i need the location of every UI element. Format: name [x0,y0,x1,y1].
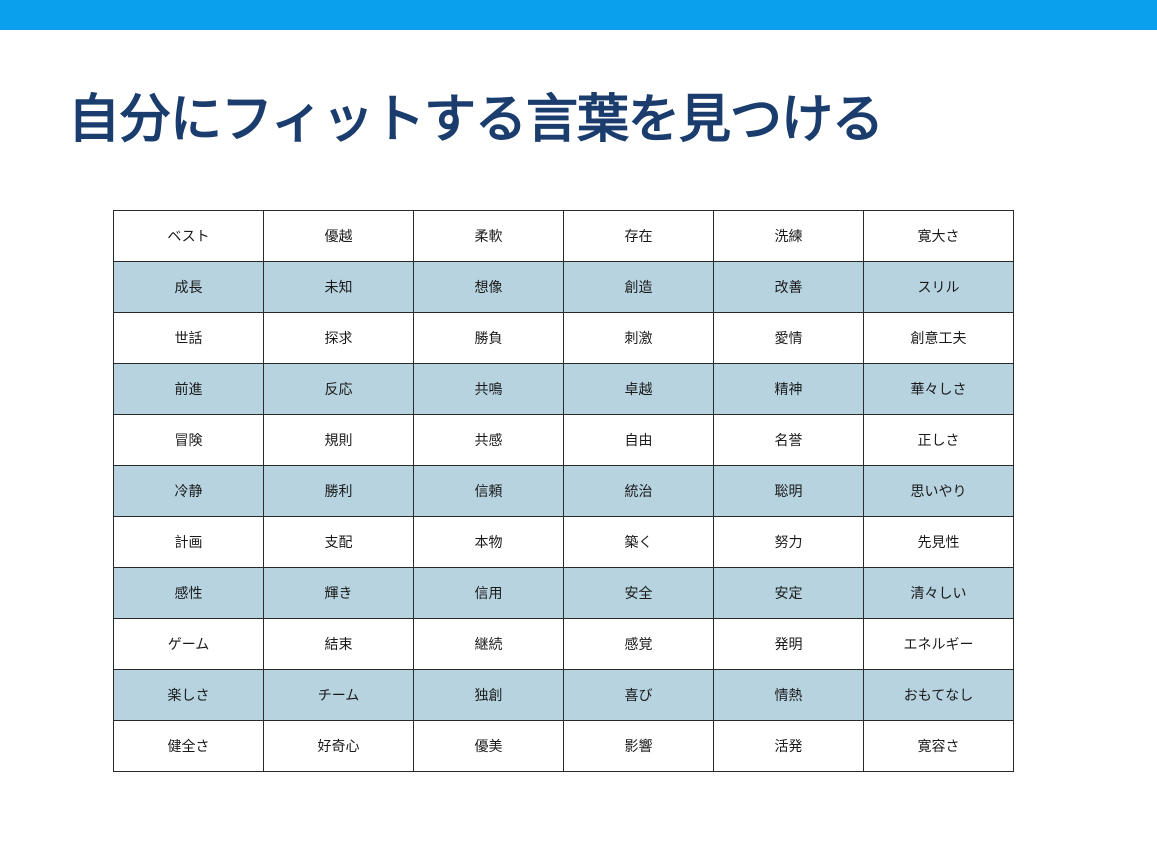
word-cell: 優越 [263,210,414,262]
word-cell: 前進 [113,363,264,415]
word-cell: ベスト [113,210,264,262]
word-cell: 喜び [563,669,714,721]
word-cell: 想像 [413,261,564,313]
top-accent-bar [0,0,1157,30]
table-row: 楽しさ チーム 独創 喜び 情熱 おもてなし [113,669,1014,721]
word-cell: チーム [263,669,414,721]
word-table-body: ベスト 優越 柔軟 存在 洗練 寛大さ 成長 未知 想像 創造 改善 スリル 世話 探求 勝負 刺激 愛情 創意工… [113,210,1014,772]
table-row: 成長 未知 想像 創造 改善 スリル [113,261,1014,313]
word-cell: 創造 [563,261,714,313]
word-cell: 勝負 [413,312,564,364]
table-row: 感性 輝き 信用 安全 安定 清々しい [113,567,1014,619]
word-cell: 自由 [563,414,714,466]
word-cell: 創意工夫 [863,312,1014,364]
word-cell: エネルギー [863,618,1014,670]
table-row: ゲーム 結束 継続 感覚 発明 エネルギー [113,618,1014,670]
table-row: 冒険 規則 共感 自由 名誉 正しさ [113,414,1014,466]
word-cell: 感覚 [563,618,714,670]
table-row: 計画 支配 本物 築く 努力 先見性 [113,516,1014,568]
word-cell: 寛容さ [863,720,1014,772]
table-row: 冷静 勝利 信頼 統治 聡明 思いやり [113,465,1014,517]
word-cell: 正しさ [863,414,1014,466]
word-cell: 改善 [713,261,864,313]
word-cell: 存在 [563,210,714,262]
word-cell: 愛情 [713,312,864,364]
word-cell: 楽しさ [113,669,264,721]
word-cell: 先見性 [863,516,1014,568]
word-cell: 継続 [413,618,564,670]
table-row: 前進 反応 共鳴 卓越 精神 華々しさ [113,363,1014,415]
word-cell: 感性 [113,567,264,619]
word-cell: 寛大さ [863,210,1014,262]
word-cell: 安定 [713,567,864,619]
word-cell: 優美 [413,720,564,772]
word-cell: 成長 [113,261,264,313]
word-cell: スリル [863,261,1014,313]
word-cell: 柔軟 [413,210,564,262]
word-cell: 活発 [713,720,864,772]
word-cell: 探求 [263,312,414,364]
word-cell: 独創 [413,669,564,721]
word-cell: 勝利 [263,465,414,517]
word-cell: ゲーム [113,618,264,670]
word-cell: 影響 [563,720,714,772]
word-cell: 共感 [413,414,564,466]
word-cell: 世話 [113,312,264,364]
table-row: ベスト 優越 柔軟 存在 洗練 寛大さ [113,210,1014,262]
word-cell: 発明 [713,618,864,670]
word-cell: 築く [563,516,714,568]
word-cell: 名誉 [713,414,864,466]
word-cell: 信用 [413,567,564,619]
word-cell: 輝き [263,567,414,619]
word-cell: 共鳴 [413,363,564,415]
word-cell: 冷静 [113,465,264,517]
word-cell: 華々しさ [863,363,1014,415]
word-cell: 清々しい [863,567,1014,619]
word-cell: 統治 [563,465,714,517]
word-cell: 卓越 [563,363,714,415]
word-cell: 洗練 [713,210,864,262]
word-cell: おもてなし [863,669,1014,721]
word-cell: 安全 [563,567,714,619]
table-row: 世話 探求 勝負 刺激 愛情 創意工夫 [113,312,1014,364]
word-cell: 思いやり [863,465,1014,517]
word-cell: 努力 [713,516,864,568]
table-row: 健全さ 好奇心 優美 影響 活発 寛容さ [113,720,1014,772]
word-table: ベスト 優越 柔軟 存在 洗練 寛大さ 成長 未知 想像 創造 改善 スリル 世話 探求 勝負 刺激 愛情 創意工… [113,210,1014,772]
word-cell: 冒険 [113,414,264,466]
word-cell: 好奇心 [263,720,414,772]
word-cell: 反応 [263,363,414,415]
word-cell: 計画 [113,516,264,568]
word-cell: 健全さ [113,720,264,772]
word-cell: 刺激 [563,312,714,364]
word-cell: 結束 [263,618,414,670]
word-cell: 聡明 [713,465,864,517]
word-cell: 情熱 [713,669,864,721]
word-cell: 精神 [713,363,864,415]
word-cell: 未知 [263,261,414,313]
slide-title: 自分にフィットする言葉を見つける [68,90,884,150]
word-cell: 規則 [263,414,414,466]
word-cell: 信頼 [413,465,564,517]
word-cell: 支配 [263,516,414,568]
word-cell: 本物 [413,516,564,568]
